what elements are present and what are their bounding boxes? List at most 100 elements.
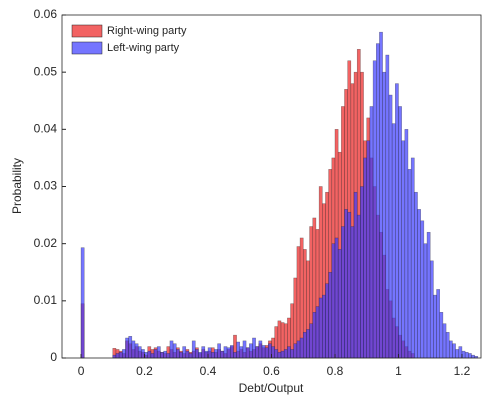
histogram-bar [468,353,472,359]
histogram-bar [299,337,304,359]
histogram-bar [337,249,342,359]
histogram-bar [191,340,196,359]
histogram-bar [385,54,390,359]
histogram-bar [245,347,250,359]
histogram-bar [179,352,183,359]
histogram-bar [115,353,120,359]
histogram-bar [223,346,228,359]
histogram-bar [347,211,352,359]
histogram-bar [322,294,326,359]
histogram-bar [134,343,139,359]
y-tick-label: 0.01 [34,293,58,307]
histogram-bar [404,129,409,359]
histogram-bar [131,340,136,359]
histogram-bar [388,94,393,359]
histogram-bar [249,343,253,359]
histogram-bar [261,345,266,359]
histogram-bar [137,346,142,359]
histogram-bar [429,260,434,359]
legend-label: Right-wing party [107,25,187,37]
histogram-bar [426,231,431,359]
x-tick-label: 0.4 [200,364,217,378]
histogram-bar [80,247,85,359]
y-axis-label: Probability [10,158,24,214]
histogram-bar [417,209,421,359]
histogram-bar [395,83,399,359]
histogram-bar [118,352,123,359]
histogram-bar [210,352,215,359]
x-tick-label: 0.2 [136,364,153,378]
histogram-bar [163,350,168,359]
histogram-bar [229,345,234,359]
histogram-bar [122,349,126,359]
histogram-bar [410,157,415,359]
histogram-bar [195,349,199,359]
histogram-bar [296,340,301,359]
histogram-bar [369,106,374,359]
y-tick-label: 0.02 [34,236,58,250]
histogram-bar [287,346,291,359]
histogram-bar [274,349,279,359]
histogram-bar [445,332,450,359]
legend-swatch [71,41,103,55]
histogram-bar [360,186,364,359]
histogram-bar [398,106,402,359]
histogram-bar [436,289,440,359]
y-tick-label: 0 [50,350,57,364]
histogram-bar [344,209,348,359]
histogram-bar [423,243,428,359]
histogram-bar [356,214,361,359]
histogram-bar [150,353,155,359]
histogram-bar [439,312,444,359]
histogram-bar [166,353,171,359]
histogram-bar [255,346,260,359]
histogram-bar [169,340,174,359]
histogram-bar [309,323,314,359]
histogram-bar [328,272,333,359]
histogram-bar [280,350,285,359]
histogram-bar [290,349,294,359]
histogram-bar [258,340,263,359]
x-tick-label: 0 [78,364,85,378]
histogram-bar [382,71,387,359]
histogram-bar [172,343,177,359]
histogram-bar [220,350,225,359]
histogram-bar [407,169,412,359]
histogram-bar [325,283,329,359]
x-tick-label: 1 [395,364,402,378]
histogram-bar [449,340,453,359]
histogram-bar [147,350,152,359]
histogram-bar [350,226,355,359]
histogram-bar [226,347,231,359]
histogram-bar [452,343,456,359]
histogram-bar [128,336,133,359]
histogram-bar [420,220,425,359]
histogram-bar [414,191,418,359]
x-tick-label: 0.6 [263,364,280,378]
histogram-bar [264,347,269,359]
y-tick-label: 0.05 [34,64,58,78]
histogram-bar [353,191,358,359]
legend-swatch [71,24,103,38]
histogram-bar [315,306,320,359]
histogram-bar [442,323,447,359]
histogram-bar [366,140,371,359]
histogram-bar [242,340,247,359]
histogram-bar [433,294,437,359]
histogram-bar [176,349,180,359]
histogram-bar [185,350,190,359]
histogram-bar [318,297,323,359]
histogram-bar [302,332,307,359]
histogram-bar [391,123,396,359]
x-axis-label: Debt/Output [239,381,304,395]
histogram-bar [182,346,187,359]
histogram-bar [306,329,310,359]
y-tick-label: 0.03 [34,179,58,193]
y-tick-label: 0.06 [34,7,58,21]
histogram-bar [376,43,380,359]
histogram-bar [341,226,345,359]
histogram-bar [277,352,282,359]
legend-label: Left-wing party [107,42,180,54]
histogram-bar [201,346,206,359]
